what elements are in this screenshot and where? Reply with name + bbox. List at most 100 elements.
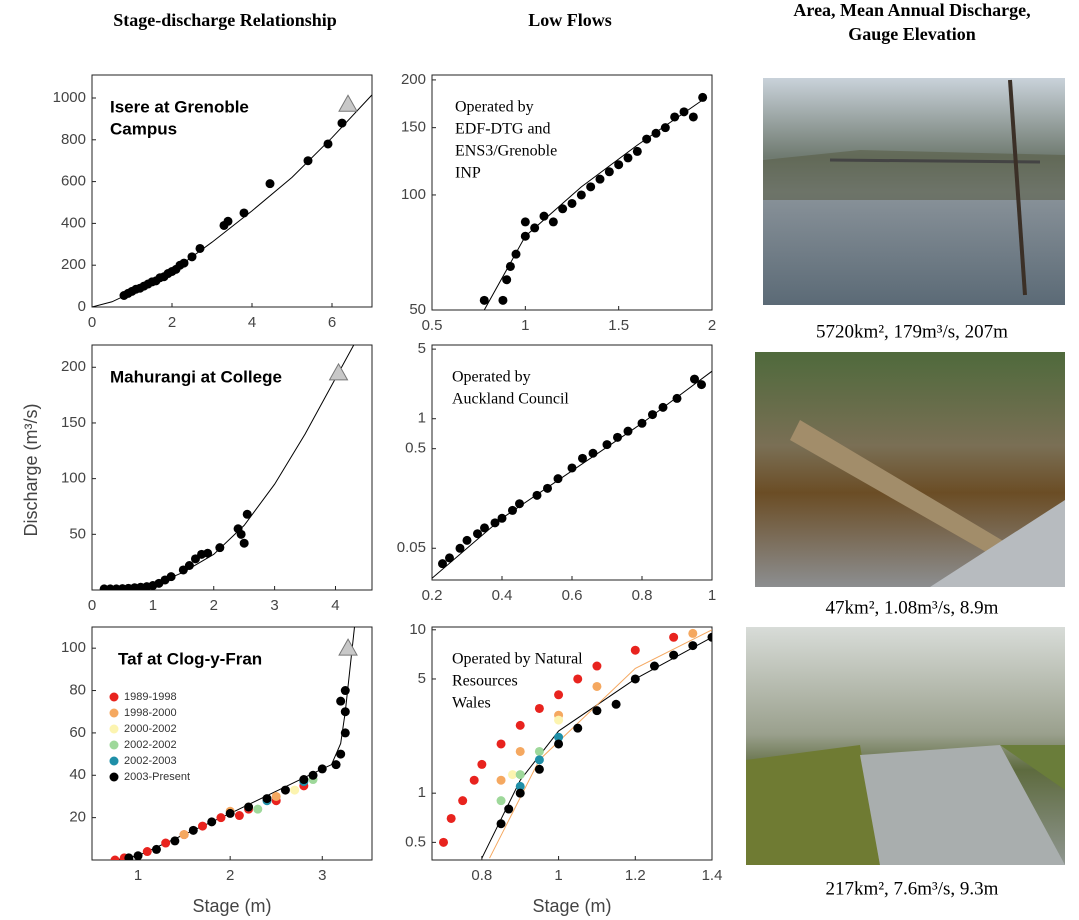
data-point [558, 204, 568, 214]
legend-label: 1989-1998 [124, 691, 177, 703]
panel-label: Auckland Council [452, 391, 569, 408]
legend-label: 2000-2002 [124, 723, 177, 735]
x-tick-label: 0.2 [422, 587, 443, 604]
data-point [239, 538, 249, 548]
data-point [504, 804, 514, 814]
data-point [543, 483, 552, 493]
data-point [133, 851, 143, 860]
plot-area [432, 370, 712, 579]
y-tick-label: 200 [401, 71, 426, 88]
data-point [445, 553, 454, 563]
data-point [496, 796, 506, 806]
panel-label: EDF-DTG and [455, 121, 551, 138]
fit-curve [489, 629, 712, 859]
data-point [672, 393, 682, 403]
x-tick-label: 2 [708, 317, 716, 334]
data-point [317, 764, 327, 774]
data-point [262, 794, 272, 804]
data-point [340, 728, 350, 738]
data-point [515, 499, 524, 509]
plot-area [110, 627, 358, 860]
data-point [223, 216, 233, 226]
data-point [532, 490, 542, 500]
data-point [340, 686, 350, 696]
data-point [469, 775, 479, 785]
y-tick-label: 0.05 [397, 539, 426, 556]
data-point [508, 505, 517, 515]
data-point [290, 785, 300, 795]
data-point [198, 821, 208, 831]
x-tick-label: 1.5 [608, 317, 629, 334]
data-point [184, 561, 194, 570]
data-point [602, 440, 612, 450]
data-point [203, 548, 213, 558]
x-tick-label: 1 [554, 867, 562, 884]
data-point [195, 243, 205, 253]
data-point [554, 732, 564, 742]
data-point [336, 696, 346, 706]
data-point [573, 723, 583, 733]
y-tick-label: 5 [418, 340, 426, 357]
y-tick-label: 0 [78, 298, 86, 315]
plot-frame [91, 344, 373, 591]
data-point [573, 674, 583, 684]
data-point [340, 707, 350, 717]
data-point [623, 426, 633, 436]
data-point [576, 190, 586, 200]
y-tick-label: 150 [61, 414, 86, 431]
panel-label: Resources [452, 673, 518, 690]
y-tick-label: 40 [69, 766, 86, 783]
photo [763, 78, 1065, 305]
y-tick-label: 60 [69, 724, 86, 741]
data-point [534, 746, 544, 756]
data-point [660, 123, 670, 133]
chart-panel: 0 2 4 6 0 200 400 600 800 1000 Isere at Grenoble Ca… [53, 74, 373, 331]
plot-frame [91, 74, 373, 308]
x-tick-label: 0.6 [562, 587, 583, 604]
fit-curve [92, 94, 372, 307]
panel-label: Mahurangi at College [110, 367, 282, 386]
legend-marker [109, 740, 119, 750]
y-tick-label: 400 [61, 214, 86, 231]
data-point [110, 855, 120, 860]
data-point [179, 258, 189, 268]
data-point [614, 160, 624, 170]
panel-label: Operated by [455, 99, 534, 116]
legend-label: 2002-2003 [124, 755, 177, 767]
panel-label: ENS3/Grenoble [455, 143, 557, 160]
y-tick-label: 50 [409, 301, 426, 318]
chart-panel: 0.5 1 1.5 2 50 100 150 200 Operated by EDF-DTG an… [401, 71, 716, 334]
y-tick-label: 0.5 [405, 833, 426, 850]
data-point [534, 764, 544, 774]
data-point [669, 650, 679, 660]
x-tick-label: 0.8 [632, 587, 653, 604]
x-tick-label: 0.4 [492, 587, 513, 604]
data-point [271, 791, 281, 801]
chart-panel: 1 2 3 20 40 60 80 100 Taf at Clog-y-Fran 1989-199… [61, 626, 373, 884]
data-point [490, 518, 500, 528]
data-point [244, 802, 254, 812]
data-point [166, 572, 176, 582]
y-tick-label: 100 [61, 639, 86, 656]
x-tick-label: 1 [521, 317, 529, 334]
y-tick-label: 800 [61, 131, 86, 148]
data-point [592, 706, 602, 716]
legend-marker [109, 772, 119, 782]
panel-label: Campus [110, 119, 177, 138]
x-tick-label: 6 [328, 314, 336, 331]
data-point [508, 770, 518, 780]
y-tick-label: 80 [69, 682, 86, 699]
data-point [179, 830, 189, 840]
data-point [265, 179, 275, 189]
y-tick-label: 10 [409, 621, 426, 638]
y-tick-label: 5 [418, 670, 426, 687]
y-tick-label: 600 [61, 173, 86, 190]
data-point [142, 847, 152, 857]
data-point [207, 817, 217, 827]
y-tick-label: 100 [61, 470, 86, 487]
data-point [505, 261, 515, 271]
x-tick-label: 1 [134, 867, 142, 884]
x-tick-label: 1 [708, 587, 716, 604]
data-point [548, 217, 558, 227]
